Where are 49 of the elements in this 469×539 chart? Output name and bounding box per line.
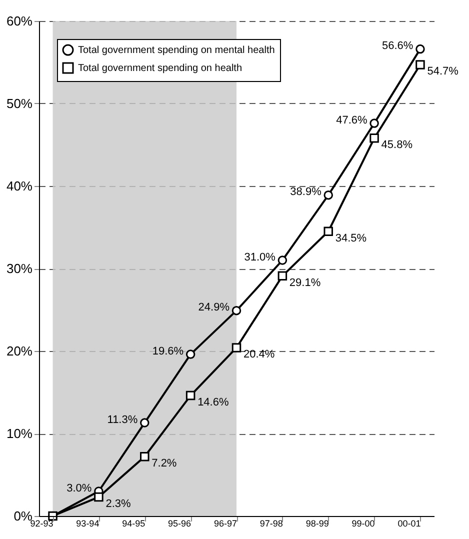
y-tick-label: 50% [6, 96, 33, 111]
data-label: 19.6% [152, 345, 184, 358]
point [324, 190, 333, 200]
data-label: 29.1% [289, 276, 321, 289]
x-tick-label: 93-94 [76, 518, 100, 528]
x-tick-label: 97-98 [260, 518, 283, 528]
data-label: 56.6% [382, 40, 414, 52]
x-tick-label: 95-96 [168, 518, 192, 528]
data-label: 31.0% [244, 251, 276, 264]
point [140, 452, 150, 462]
point [278, 271, 288, 281]
x-tick-label: 92-93 [30, 518, 54, 528]
x-tick-label: 98-99 [306, 518, 329, 528]
x-tick-label: 94-95 [122, 518, 146, 528]
point [140, 418, 150, 428]
data-label: 47.6% [336, 114, 368, 126]
y-tick-label: 20% [6, 344, 33, 358]
point [94, 492, 104, 502]
point [186, 390, 196, 400]
legend-label: Total government spending on mental health [78, 45, 275, 56]
x-tick-label: 96-97 [214, 518, 237, 528]
data-label: 3.0% [66, 482, 92, 494]
data-label: 2.3% [106, 498, 131, 510]
y-tick-label: 10% [6, 426, 33, 441]
y-tick-label: 40% [6, 178, 33, 194]
data-label: 34.5% [335, 232, 367, 244]
point [324, 226, 333, 236]
legend-label: Total government spending on health [78, 63, 242, 74]
y-tick-label: 30% [6, 261, 33, 276]
point [232, 343, 242, 352]
x-tick-label: 99-00 [352, 518, 375, 528]
point [278, 256, 288, 265]
data-label: 14.6% [198, 396, 229, 409]
data-label: 20.4% [244, 348, 275, 361]
data-label: 7.2% [152, 458, 177, 470]
point [370, 118, 379, 128]
data-label: 45.8% [381, 139, 413, 152]
data-label: 38.9% [290, 186, 322, 198]
point [416, 44, 425, 54]
point [48, 511, 58, 521]
point [416, 60, 425, 70]
x-tick-label: 00-01 [398, 518, 421, 528]
data-label: 54.7% [427, 66, 459, 78]
point [186, 350, 196, 359]
data-label: 11.3% [107, 414, 138, 426]
point [370, 134, 379, 143]
point [232, 306, 242, 316]
data-label: 24.9% [198, 302, 230, 314]
y-tick-label: 60% [6, 14, 33, 28]
